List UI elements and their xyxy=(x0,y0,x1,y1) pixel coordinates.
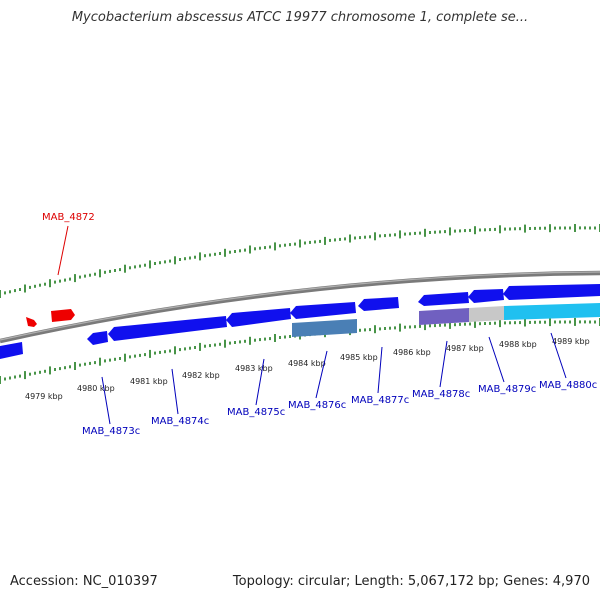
scale-label: 4986 kbp xyxy=(393,348,431,357)
gene-label-mab-4879c[interactable]: MAB_4879c xyxy=(478,384,536,395)
scale-label: 4979 kbp xyxy=(25,392,63,401)
gene-label-mab-4873c[interactable]: MAB_4873c xyxy=(82,426,140,437)
scale-label: 4984 kbp xyxy=(288,359,326,368)
gene-label-mab-4874c[interactable]: MAB_4874c xyxy=(151,416,209,427)
gene-feature-mab-4878c[interactable] xyxy=(418,292,469,306)
gene-feature-mab-4875c[interactable] xyxy=(226,308,291,327)
gene-feature-mab-4878c-inner[interactable] xyxy=(419,308,469,325)
gene-label-mab-4878c[interactable]: MAB_4878c xyxy=(412,389,470,400)
scale-label: 4985 kbp xyxy=(340,353,378,362)
outer-tick-track xyxy=(0,224,600,298)
scale-label: 4981 kbp xyxy=(130,377,168,386)
scale-labels: 4979 kbp 4980 kbp 4981 kbp 4982 kbp 4983… xyxy=(25,337,590,401)
gene-feature-mab-4877c[interactable] xyxy=(358,297,399,311)
scale-label: 4980 kbp xyxy=(77,384,115,393)
gene-feature-forward-small[interactable] xyxy=(26,317,37,327)
reverse-gene-features xyxy=(0,284,600,359)
gene-feature-mab-4880c-inner[interactable] xyxy=(504,303,600,320)
gene-label-mab-4875c[interactable]: MAB_4875c xyxy=(227,407,285,418)
gene-feature-mab-4872[interactable] xyxy=(51,309,75,322)
scale-label: 4982 kbp xyxy=(182,371,220,380)
accession-info: Accession: NC_010397 xyxy=(10,574,158,589)
gene-feature-mab-4880c[interactable] xyxy=(503,284,600,300)
gene-feature-mab-4876c[interactable] xyxy=(290,302,356,319)
gene-feature-mab-4879c[interactable] xyxy=(468,289,504,303)
scale-label: 4988 kbp xyxy=(499,340,537,349)
gene-label-mab-4880c[interactable]: MAB_4880c xyxy=(539,380,597,391)
gene-feature-mab-4876c-inner[interactable] xyxy=(292,319,357,337)
chromosome-backbone xyxy=(0,270,600,344)
gene-feature-mab-4874c[interactable] xyxy=(108,316,227,341)
gene-label-mab-4872[interactable]: MAB_4872 xyxy=(42,212,95,223)
gene-label-mab-4877c[interactable]: MAB_4877c xyxy=(351,395,409,406)
gene-label-mab-4876c[interactable]: MAB_4876c xyxy=(288,400,346,411)
map-title: Mycobacterium abscessus ATCC 19977 chrom… xyxy=(71,10,529,25)
topology-info: Topology: circular; Length: 5,067,172 bp… xyxy=(232,574,590,589)
gene-feature-mab-4873c[interactable] xyxy=(87,331,108,345)
gene-feature-left-edge[interactable] xyxy=(0,342,23,359)
scale-label: 4989 kbp xyxy=(552,337,590,346)
scale-label: 4983 kbp xyxy=(235,364,273,373)
scale-label: 4987 kbp xyxy=(446,344,484,353)
gene-label-leaders xyxy=(57,225,567,425)
gene-feature-mab-4879c-inner[interactable] xyxy=(469,306,504,322)
